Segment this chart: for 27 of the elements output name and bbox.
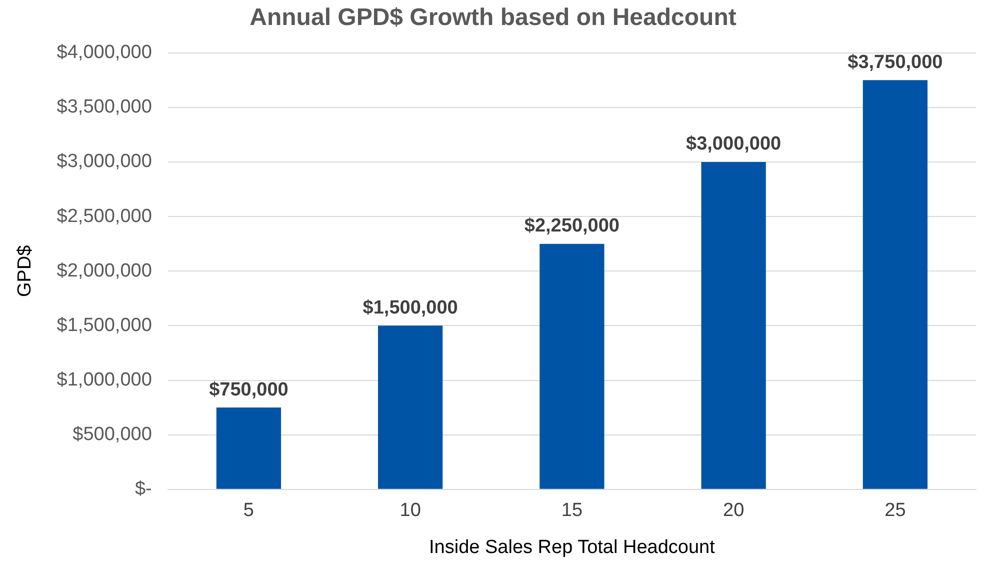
- bar: [216, 408, 282, 489]
- x-tick-label: 25: [884, 500, 906, 522]
- y-tick-label: $-: [134, 478, 152, 500]
- data-label: $3,750,000: [848, 52, 943, 73]
- bar: [701, 162, 766, 489]
- y-tick-label: $1,000,000: [56, 369, 152, 390]
- x-tick-label: 10: [400, 500, 421, 522]
- y-tick-label: $500,000: [72, 424, 152, 446]
- x-axis-title: Inside Sales Rep Total Headcount: [429, 536, 716, 558]
- data-label: $1,500,000: [362, 297, 458, 318]
- data-label: $2,250,000: [524, 216, 620, 237]
- y-tick-label: $3,500,000: [56, 96, 152, 118]
- y-tick-label: $3,000,000: [56, 151, 152, 172]
- y-tick-label: $4,000,000: [56, 42, 152, 64]
- chart-title: Annual GPD$ Growth based on Headcount: [250, 4, 736, 32]
- x-tick-label: 5: [243, 500, 254, 522]
- y-tick-label: $2,000,000: [56, 260, 152, 282]
- x-tick-label: 15: [561, 500, 583, 522]
- bar: [378, 326, 443, 489]
- data-label: $3,000,000: [686, 134, 782, 155]
- bar: [540, 244, 604, 489]
- bar: [862, 80, 928, 489]
- y-axis-title: GPD$: [14, 244, 36, 297]
- x-tick-label: 20: [722, 500, 744, 522]
- data-label: $750,000: [209, 379, 288, 400]
- y-tick-label: $1,500,000: [56, 314, 152, 336]
- y-tick-label: $2,500,000: [56, 206, 152, 227]
